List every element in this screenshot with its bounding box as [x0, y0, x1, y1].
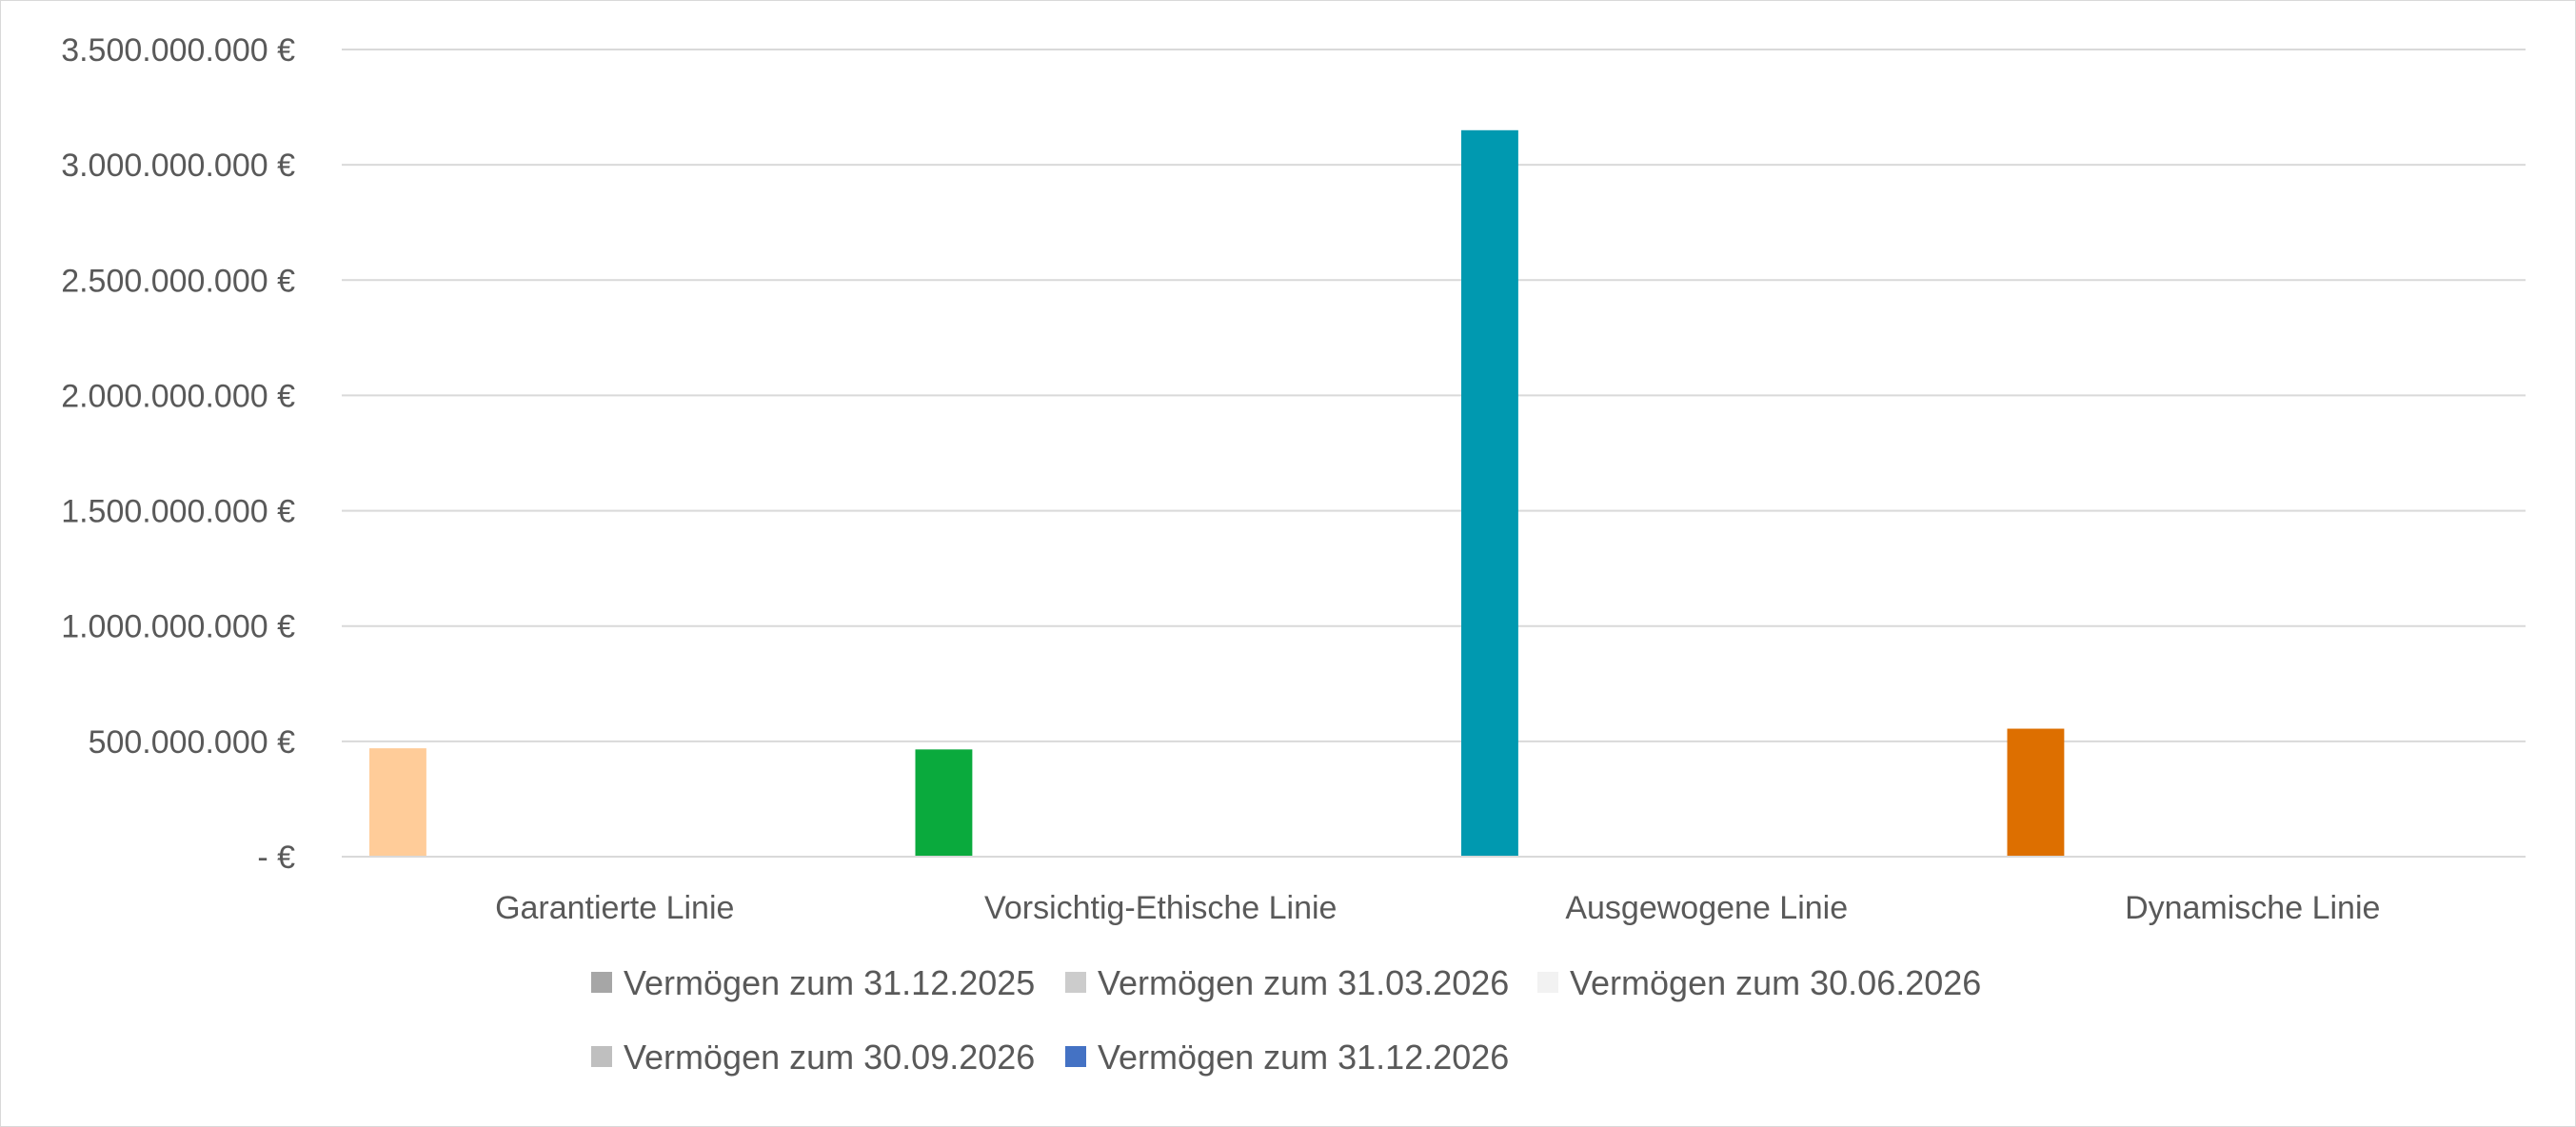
legend-swatch	[1065, 1046, 1086, 1067]
x-category-label: Ausgewogene Linie	[1565, 890, 1848, 926]
legend-label: Vermögen zum 31.12.2026	[1098, 1038, 1509, 1077]
bar[interactable]	[369, 748, 426, 857]
y-tick-label: - €	[257, 840, 295, 876]
legend-swatch	[1537, 972, 1558, 993]
x-category-label: Garantierte Linie	[495, 890, 734, 926]
x-category-label: Dynamische Linie	[2125, 890, 2380, 926]
legend-label: Vermögen zum 30.06.2026	[1570, 963, 1981, 1002]
legend-item[interactable]: Vermögen zum 31.12.2025	[591, 963, 1035, 1002]
x-axis-category-labels: Garantierte Linie Vorsichtig-Ethische Lin…	[495, 890, 2380, 926]
legend[interactable]: Vermögen zum 31.12.2025 Vermögen zum 31.0…	[591, 963, 1981, 1077]
bar[interactable]	[1461, 129, 1518, 858]
y-tick-label: 3.500.000.000 €	[61, 32, 295, 69]
y-tick-label: 500.000.000 €	[89, 724, 296, 761]
legend-item[interactable]: Vermögen zum 31.12.2026	[1065, 1038, 1509, 1077]
legend-item[interactable]: Vermögen zum 31.03.2026	[1065, 963, 1509, 1002]
y-tick-label: 1.000.000.000 €	[61, 609, 295, 645]
legend-label: Vermögen zum 31.03.2026	[1098, 963, 1509, 1002]
y-tick-label: 1.500.000.000 €	[61, 494, 295, 530]
legend-item[interactable]: Vermögen zum 30.09.2026	[591, 1038, 1035, 1077]
bar[interactable]	[915, 749, 973, 857]
legend-swatch	[591, 1046, 612, 1067]
y-tick-label: 2.000.000.000 €	[61, 378, 295, 414]
legend-label: Vermögen zum 30.09.2026	[624, 1038, 1035, 1077]
y-tick-label: 3.000.000.000 €	[61, 148, 295, 184]
y-tick-label: 2.500.000.000 €	[61, 263, 295, 299]
legend-swatch	[1065, 972, 1086, 993]
bars	[369, 129, 2065, 858]
y-axis-tick-labels: - € 500.000.000 € 1.000.000.000 € 1.500.000…	[61, 32, 295, 876]
bar[interactable]	[2007, 728, 2065, 857]
legend-item[interactable]: Vermögen zum 30.06.2026	[1537, 963, 1981, 1002]
gridlines	[342, 49, 2526, 742]
legend-label: Vermögen zum 31.12.2025	[624, 963, 1035, 1002]
x-category-label: Vorsichtig-Ethische Linie	[984, 890, 1337, 926]
legend-swatch	[591, 972, 612, 993]
